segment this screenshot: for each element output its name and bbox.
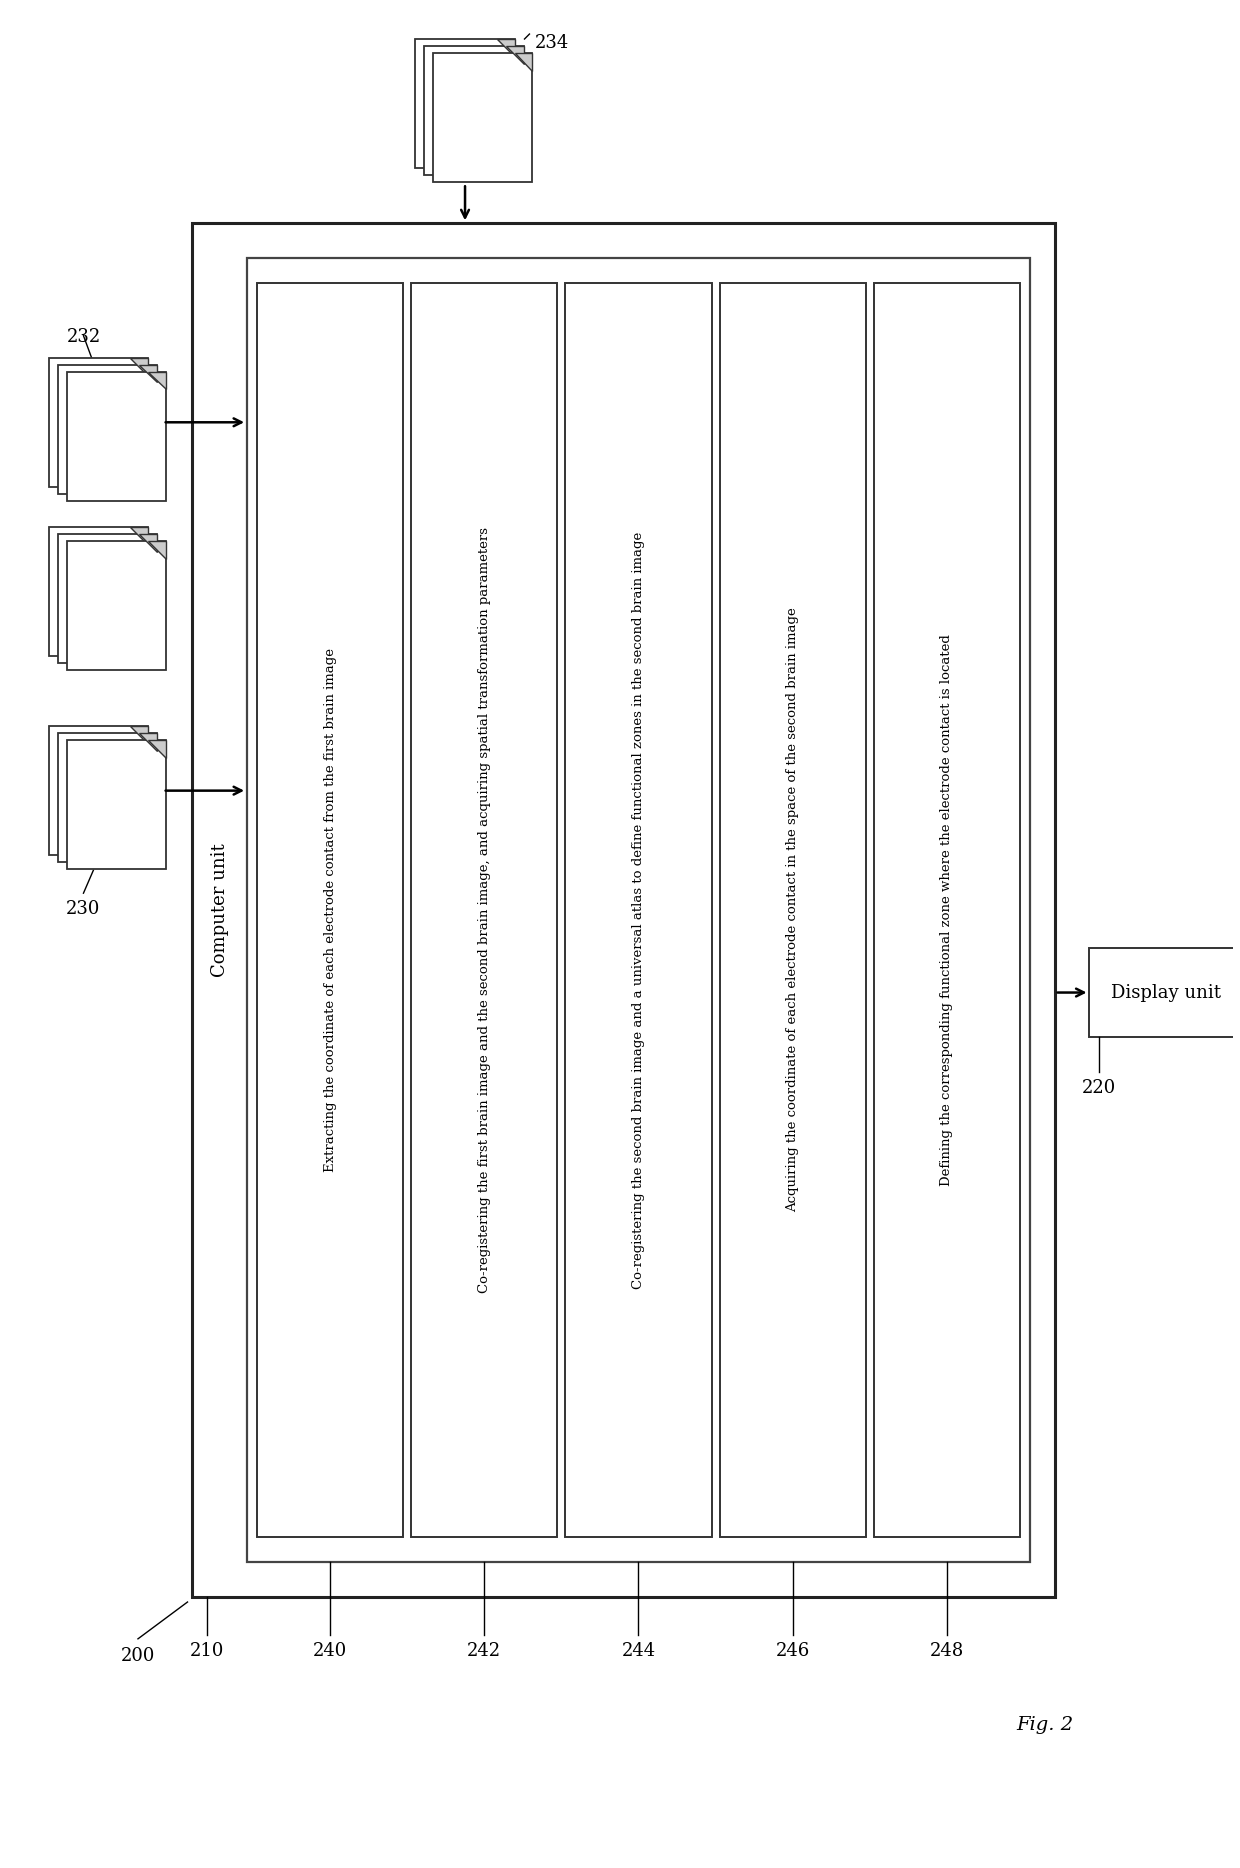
Polygon shape (130, 727, 148, 743)
Text: 234: 234 (534, 34, 569, 52)
Text: Co-registering the first brain image and the second brain image, and acquiring s: Co-registering the first brain image and… (477, 527, 491, 1293)
Bar (58, 534, 156, 663)
Text: Defining the corresponding functional zone where the electrode contact is locate: Defining the corresponding functional zo… (940, 633, 954, 1186)
Polygon shape (515, 52, 532, 71)
Text: Acquiring the coordinate of each electrode contact in the space of the second br: Acquiring the coordinate of each electro… (786, 607, 800, 1212)
Polygon shape (148, 372, 166, 389)
Polygon shape (148, 740, 166, 758)
Text: 244: 244 (621, 1642, 656, 1661)
Text: Computer unit: Computer unit (211, 842, 229, 977)
Polygon shape (139, 732, 156, 751)
Bar (192, 222, 1055, 1597)
Bar (565, 282, 712, 1537)
Bar (1090, 947, 1240, 1037)
Bar (874, 282, 1021, 1537)
Polygon shape (139, 364, 156, 383)
Bar (433, 52, 532, 183)
Text: 242: 242 (467, 1642, 501, 1661)
Polygon shape (130, 357, 148, 375)
Bar (719, 282, 866, 1537)
Bar (48, 357, 148, 488)
Bar (58, 364, 156, 493)
Bar (67, 540, 166, 671)
Text: 240: 240 (312, 1642, 347, 1661)
Text: 200: 200 (120, 1648, 155, 1664)
Polygon shape (506, 47, 523, 64)
Bar (67, 740, 166, 869)
Bar (67, 372, 166, 501)
Text: Display unit: Display unit (1111, 984, 1221, 1001)
Text: 220: 220 (1083, 1080, 1116, 1097)
Text: 246: 246 (775, 1642, 810, 1661)
Text: 232: 232 (66, 327, 100, 346)
Text: Fig. 2: Fig. 2 (1017, 1717, 1074, 1735)
Polygon shape (139, 534, 156, 551)
Text: 248: 248 (930, 1642, 963, 1661)
Bar (415, 39, 515, 168)
Bar (48, 727, 148, 856)
Bar (257, 282, 403, 1537)
Text: Co-registering the second brain image and a universal atlas to define functional: Co-registering the second brain image an… (632, 532, 645, 1289)
Text: 230: 230 (66, 900, 100, 919)
Text: 210: 210 (190, 1642, 224, 1661)
Bar (58, 732, 156, 863)
Bar (424, 47, 523, 176)
Polygon shape (148, 540, 166, 559)
Bar (247, 258, 1030, 1562)
Text: Extracting the coordinate of each electrode contact from the first brain image: Extracting the coordinate of each electr… (324, 648, 336, 1171)
Polygon shape (497, 39, 515, 56)
Bar (412, 282, 558, 1537)
Bar (48, 527, 148, 656)
Polygon shape (130, 527, 148, 545)
